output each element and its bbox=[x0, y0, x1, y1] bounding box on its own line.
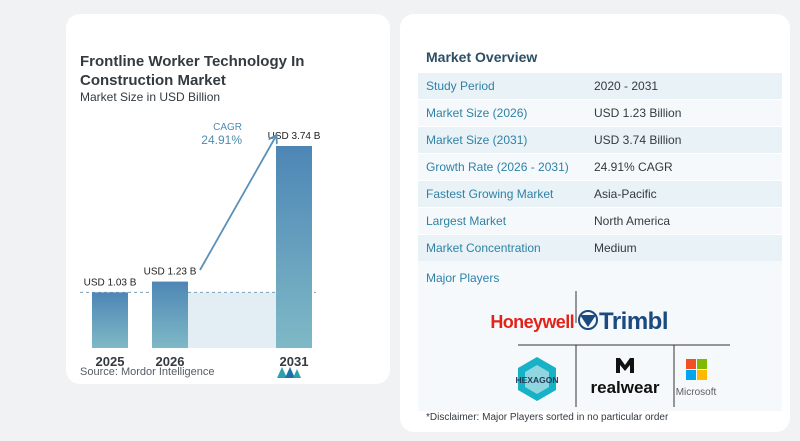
overview-row: Study Period 2020 - 2031 bbox=[418, 73, 782, 100]
hexagon-logo-icon bbox=[518, 357, 556, 401]
microsoft-logo-icon bbox=[686, 359, 707, 380]
chart-title: Frontline Worker Technology In Construct… bbox=[80, 53, 305, 89]
row-label: Market Size (2026) bbox=[426, 106, 528, 120]
major-players-box: Major Players Honeywell Trimbl bbox=[418, 261, 782, 411]
mordor-logo-icon bbox=[277, 367, 301, 378]
row-value: USD 1.23 Billion bbox=[594, 106, 682, 120]
honeywell-logo: Honeywell bbox=[490, 312, 574, 332]
trimble-logo-icon bbox=[578, 310, 598, 330]
row-value: 2020 - 2031 bbox=[594, 79, 659, 93]
microsoft-logo: Microsoft bbox=[676, 387, 717, 398]
overview-row: Fastest Growing Market Asia-Pacific bbox=[418, 181, 782, 208]
row-label: Growth Rate (2026 - 2031) bbox=[426, 160, 569, 174]
disclaimer: *Disclaimer: Major Players sorted in no … bbox=[426, 412, 669, 423]
row-label: Study Period bbox=[426, 79, 495, 93]
x-tick-2031: 2031 bbox=[280, 354, 309, 369]
row-label: Market Size (2031) bbox=[426, 133, 528, 147]
overview-table: Study Period 2020 - 2031 Market Size (202… bbox=[418, 73, 782, 262]
data-label-2025: USD 1.03 B bbox=[84, 277, 137, 288]
bar-2026 bbox=[152, 281, 188, 348]
realwear-logo-icon bbox=[616, 358, 634, 373]
cagr-label: CAGR bbox=[213, 122, 242, 133]
overview-row: Growth Rate (2026 - 2031) 24.91% CAGR bbox=[418, 154, 782, 181]
row-value: USD 3.74 Billion bbox=[594, 133, 682, 147]
chart-plot: USD 1.03 B 2025 USD 1.23 B 2026 USD 3.74 B 20… bbox=[80, 122, 321, 369]
chart-subtitle: Market Size in USD Billion bbox=[80, 90, 221, 104]
row-label: Fastest Growing Market bbox=[426, 187, 554, 201]
overview-title: Market Overview bbox=[426, 49, 538, 65]
x-tick-2026: 2026 bbox=[156, 354, 185, 369]
overview-card: Market Overview Study Period 2020 - 2031 … bbox=[400, 14, 790, 432]
bar-2031 bbox=[276, 146, 312, 348]
row-label: Market Concentration bbox=[426, 241, 541, 255]
data-label-2026: USD 1.23 B bbox=[144, 267, 197, 278]
cagr-value: 24.91% bbox=[201, 133, 242, 147]
row-value: Asia-Pacific bbox=[594, 187, 657, 201]
trimble-logo: Trimbl bbox=[599, 308, 668, 335]
row-value: 24.91% CAGR bbox=[594, 160, 673, 174]
row-value: North America bbox=[594, 214, 671, 228]
overview-row: Market Concentration Medium bbox=[418, 235, 782, 262]
realwear-logo: realwear bbox=[591, 378, 660, 397]
overview-row: Market Size (2031) USD 3.74 Billion bbox=[418, 127, 782, 154]
reference-band bbox=[188, 292, 276, 348]
x-tick-2025: 2025 bbox=[96, 354, 125, 369]
major-players-title: Major Players bbox=[426, 271, 500, 285]
chart-card: Frontline Worker Technology In Construct… bbox=[66, 14, 390, 384]
row-value: Medium bbox=[594, 241, 637, 255]
row-label: Largest Market bbox=[426, 214, 507, 228]
source-note: Source: Mordor Intelligence bbox=[80, 366, 215, 378]
data-label-2031: USD 3.74 B bbox=[268, 131, 321, 142]
bar-2025 bbox=[92, 292, 128, 348]
player-logos: Honeywell Trimbl HEXAGON realwear bbox=[490, 291, 730, 407]
hexagon-logo: HEXAGON bbox=[516, 375, 559, 385]
cagr-arrow bbox=[199, 136, 276, 271]
overview-row: Largest Market North America bbox=[418, 208, 782, 235]
overview-row: Market Size (2026) USD 1.23 Billion bbox=[418, 100, 782, 127]
